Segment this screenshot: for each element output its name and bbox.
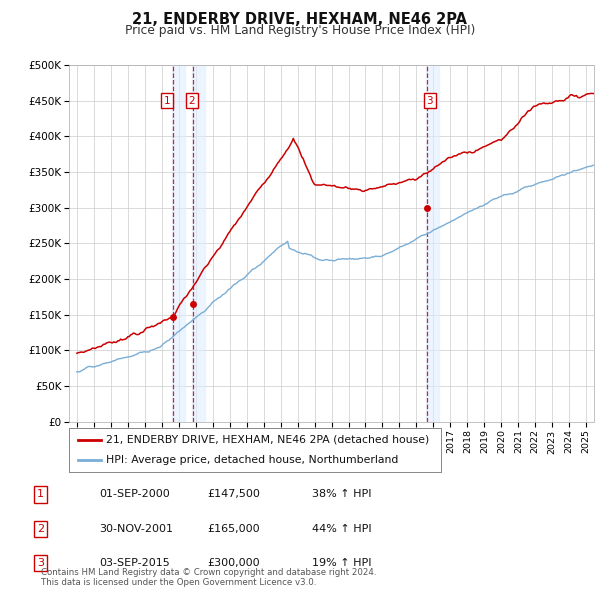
Text: 19% ↑ HPI: 19% ↑ HPI bbox=[312, 558, 371, 568]
Text: 3: 3 bbox=[37, 558, 44, 568]
Text: £300,000: £300,000 bbox=[207, 558, 260, 568]
Bar bbox=[172, 65, 185, 422]
Text: Contains HM Land Registry data © Crown copyright and database right 2024.
This d: Contains HM Land Registry data © Crown c… bbox=[41, 568, 376, 587]
Text: 44% ↑ HPI: 44% ↑ HPI bbox=[312, 524, 371, 533]
Text: 21, ENDERBY DRIVE, HEXHAM, NE46 2PA (detached house): 21, ENDERBY DRIVE, HEXHAM, NE46 2PA (det… bbox=[106, 435, 430, 445]
Text: Price paid vs. HM Land Registry's House Price Index (HPI): Price paid vs. HM Land Registry's House … bbox=[125, 24, 475, 37]
Text: 3: 3 bbox=[427, 96, 433, 106]
Text: 1: 1 bbox=[37, 490, 44, 499]
Text: HPI: Average price, detached house, Northumberland: HPI: Average price, detached house, Nort… bbox=[106, 455, 398, 465]
Text: £165,000: £165,000 bbox=[207, 524, 260, 533]
Text: 30-NOV-2001: 30-NOV-2001 bbox=[99, 524, 173, 533]
Text: 01-SEP-2000: 01-SEP-2000 bbox=[99, 490, 170, 499]
Text: £147,500: £147,500 bbox=[207, 490, 260, 499]
Text: 2: 2 bbox=[37, 524, 44, 533]
Bar bbox=[426, 65, 439, 422]
Bar bbox=[191, 65, 205, 422]
Text: 03-SEP-2015: 03-SEP-2015 bbox=[99, 558, 170, 568]
Text: 38% ↑ HPI: 38% ↑ HPI bbox=[312, 490, 371, 499]
Text: 2: 2 bbox=[189, 96, 196, 106]
Text: 21, ENDERBY DRIVE, HEXHAM, NE46 2PA: 21, ENDERBY DRIVE, HEXHAM, NE46 2PA bbox=[133, 12, 467, 27]
Text: 1: 1 bbox=[164, 96, 170, 106]
